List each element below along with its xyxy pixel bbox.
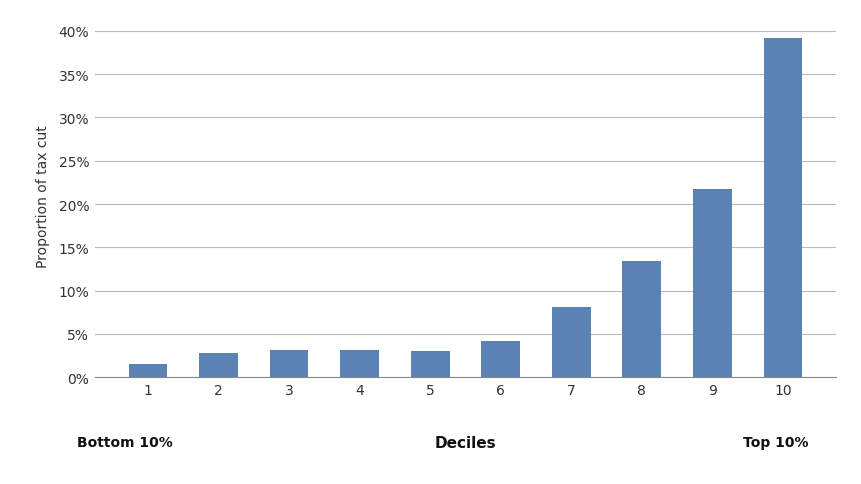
Bar <box>411 351 449 378</box>
Text: the: the <box>678 435 691 444</box>
Bar <box>763 39 802 378</box>
Bar <box>199 353 238 378</box>
Bar <box>269 351 308 378</box>
Y-axis label: Proportion of tax cut: Proportion of tax cut <box>36 125 50 267</box>
Bar <box>692 190 731 378</box>
Bar <box>340 351 379 378</box>
Bar <box>622 262 660 378</box>
Bar <box>551 307 590 378</box>
Text: Deciles: Deciles <box>434 436 496 451</box>
Text: Research for nation.: Research for nation. <box>678 468 750 474</box>
Text: Bottom 10%: Bottom 10% <box>77 436 173 450</box>
Bar <box>480 341 519 378</box>
Text: Australia Institute: Australia Institute <box>695 435 821 448</box>
Text: Top 10%: Top 10% <box>742 436 808 450</box>
Bar <box>128 364 167 378</box>
